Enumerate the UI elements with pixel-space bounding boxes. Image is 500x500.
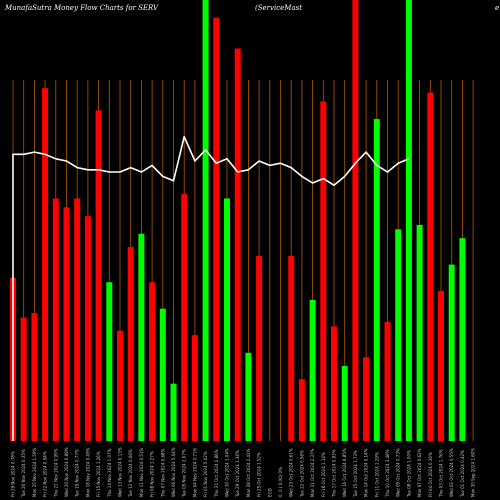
x-tick-label: Tue 12 Nov 2024 0.06% (128, 449, 133, 498)
bar (84, 216, 91, 441)
bars (10, 0, 466, 442)
x-tick-label: Mon 25 Nov 2024 1.59% (32, 447, 37, 497)
x-tick-label: Thu 07 Nov 2024 0.68% (160, 448, 165, 498)
x-tick-label: Fri 29 Nov 2024 0.78% (11, 451, 16, 497)
x-tick-label: Fri 15 Nov 2024 1.26% (96, 451, 101, 497)
x-tick-label: Mon 11 Nov 2024 0.51% (139, 447, 144, 497)
x-tick-label: Fri 01 Nov 2024 5.02% (203, 451, 208, 497)
bar (331, 326, 337, 441)
bar (42, 88, 49, 441)
bar (159, 308, 166, 441)
x-tick-label: Wed 06 Nov 2024 5.04% (171, 447, 176, 497)
bar (352, 0, 359, 441)
bar (191, 335, 198, 441)
bar (170, 383, 177, 441)
x-tick-label: Mon 14 Oct 2024 0.14% (364, 448, 369, 497)
x-tick-label: Wed 09 Oct 2024 0.73% (396, 448, 401, 497)
x-tick-label: Wed 20 Nov 2024 0.88% (64, 447, 69, 497)
x-tick-label: Wed 16 Oct 2024 6.85% (342, 448, 347, 497)
bar (320, 101, 327, 442)
bar (149, 282, 156, 441)
bar (256, 255, 263, 441)
x-tick-label: Wed 30 Oct 2024 1.04% (225, 448, 230, 497)
x-tick-label: Thu 17 Oct 2024 0.93% (332, 449, 337, 498)
bar (234, 48, 241, 441)
bar (127, 246, 134, 441)
x-tick-label: Mon 21 Oct 2024 2.37% (310, 448, 315, 497)
x-tick-label: Fri 08 Nov 2024 1.27% (150, 451, 155, 497)
bar (298, 379, 305, 441)
x-tick-label: Thu 14 Nov 2024 1.07% (107, 448, 112, 498)
bar (395, 229, 402, 441)
x-tick-label: 0. 0 ( 0.00) 0% (278, 467, 283, 497)
bar (95, 110, 102, 441)
x-tick-label: Tue 19 Nov 2024 0.77% (75, 449, 80, 498)
bar (245, 352, 252, 441)
x-tick-label: Thu 03 Oct 2024 1.76% (439, 449, 444, 498)
bar (63, 207, 70, 441)
x-tick-label: EOD (267, 488, 272, 497)
bar (138, 233, 145, 441)
x-tick-label: Mon 18 Nov 2024 0.45% (85, 447, 90, 497)
x-tick-label: Wed 23 Oct 2024 0.61% (289, 448, 294, 497)
x-tick-label: Mon 07 Oct 2024 0.62% (417, 448, 422, 497)
x-tick-label: Thu 10 Oct 2024 3.48% (385, 449, 390, 498)
x-tick-label: Tue 15 Oct 2024 1.73% (353, 450, 358, 498)
bar (74, 198, 81, 441)
chart-title: MunafaSutra Money Flow Charts for SERV (4, 4, 159, 12)
money-flow-line (12, 135, 410, 441)
x-tick-label: Thu 21 Nov 2024 0.95% (53, 448, 58, 498)
x-tick-label: Fri 04 Oct 2024 0.36% (428, 452, 433, 497)
bar (384, 321, 391, 441)
bar (288, 255, 295, 441)
x-tick-label: Tue 08 Oct 2024 1.00% (406, 450, 411, 498)
bar (405, 0, 412, 441)
bar (117, 330, 123, 441)
x-tick-label: Fri 18 Oct 2024 1.14% (321, 452, 326, 497)
x-tick-label: Wed 13 Nov 2024 0.13% (118, 447, 123, 497)
bar (181, 194, 188, 441)
chart-subtitle: (ServiceMast (255, 4, 302, 12)
bar (106, 282, 113, 441)
bar (20, 317, 27, 441)
bar (224, 198, 230, 441)
bar (31, 313, 38, 441)
bar (438, 291, 444, 441)
x-tick-label: Tue 05 Nov 2024 2.07% (182, 449, 187, 498)
bar (448, 264, 455, 441)
bar (341, 366, 348, 441)
bar (459, 238, 466, 441)
bar (213, 17, 220, 441)
x-tick-label: Mon 04 Nov 2024 0.71% (192, 447, 197, 497)
bar (416, 224, 423, 441)
x-tick-label: Tue 22 Oct 2024 0.56% (299, 450, 304, 498)
bar (202, 0, 209, 441)
x-tick-labels: Fri 29 Nov 2024 0.78% Tue 26 Nov 2024 0.3… (11, 447, 476, 498)
x-tick-label: Thu 31 Oct 2024 2.86% (214, 449, 219, 498)
x-tick-label: Tue 01 Oct 2024 0.42% (460, 450, 465, 498)
bar (309, 299, 316, 441)
chart-title-clipped: e (495, 4, 499, 12)
x-tick-label: Fri 11 Oct 2024 1.29% (374, 452, 379, 497)
x-tick-label: Tue 29 Oct 2024 1.36% (235, 450, 240, 498)
x-tick-label: Tue 26 Nov 2024 0.35% (21, 449, 26, 498)
bar (427, 92, 434, 442)
x-tick-label: Fri 25 Oct 2024 1.52% (257, 452, 262, 497)
x-tick-label: Fri 22 Nov 2024 0.94% (43, 451, 48, 497)
bar (52, 198, 59, 441)
x-tick-label: Mon 28 Oct 2024 2.41% (246, 448, 251, 497)
bar (373, 119, 380, 441)
x-tick-label: Mon 30 Sep 2024 1.60% (471, 448, 476, 497)
bar (363, 357, 370, 441)
x-tick-label: Wed 02 Oct 2024 0.55% (449, 448, 454, 497)
